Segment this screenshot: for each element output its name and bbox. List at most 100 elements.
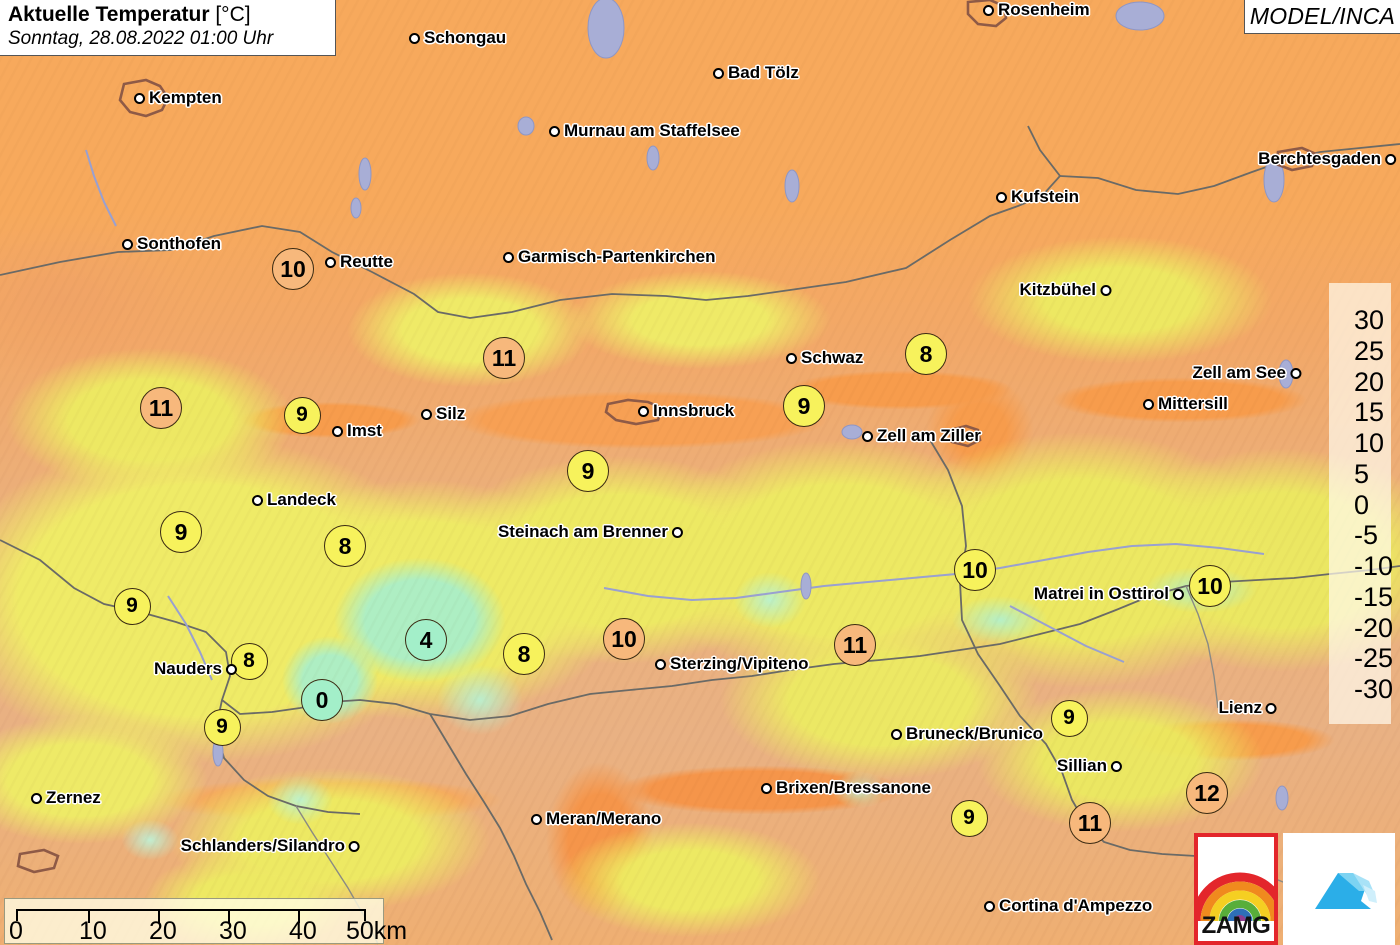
- city-marker[interactable]: Murnau am Staffelsee: [549, 121, 740, 141]
- city-point-icon: [672, 526, 683, 538]
- station-value-marker[interactable]: 10: [954, 549, 996, 591]
- city-marker[interactable]: Sillian: [1057, 756, 1122, 776]
- city-marker[interactable]: Landeck: [252, 490, 336, 510]
- city-point-icon: [252, 494, 263, 506]
- city-marker[interactable]: Meran/Merano: [531, 809, 661, 829]
- city-point-icon: [325, 256, 336, 268]
- legend-label-0: 0: [1354, 489, 1370, 520]
- station-value-marker[interactable]: 8: [503, 633, 545, 675]
- city-marker[interactable]: Kempten: [134, 88, 222, 108]
- legend-label--10: -10: [1354, 551, 1394, 582]
- station-value-marker[interactable]: 9: [203, 708, 241, 746]
- station-value-marker[interactable]: 10: [1189, 565, 1231, 607]
- national-borders: [0, 125, 1400, 941]
- city-name-label: Silz: [436, 404, 466, 423]
- scale-tick: [88, 911, 90, 923]
- city-point-icon: [1100, 284, 1111, 296]
- city-marker[interactable]: Brixen/Bressanone: [761, 778, 931, 798]
- city-point-icon: [761, 782, 772, 794]
- city-marker[interactable]: Schwaz: [786, 348, 863, 368]
- city-name-label: Sterzing/Vipiteno: [670, 654, 809, 673]
- city-name-label: Kitzbühel: [1019, 280, 1097, 299]
- legend-label-20: 20: [1354, 366, 1385, 397]
- city-marker[interactable]: Mittersill: [1143, 394, 1228, 414]
- station-value-marker[interactable]: 9: [113, 587, 151, 625]
- city-marker[interactable]: Schlanders/Silandro: [181, 836, 360, 856]
- city-name-label: Landeck: [267, 490, 336, 509]
- city-marker[interactable]: Lienz: [1219, 698, 1277, 718]
- city-marker[interactable]: Berchtesgaden: [1258, 149, 1396, 169]
- city-name-label: Berchtesgaden: [1258, 149, 1381, 168]
- city-marker[interactable]: Sonthofen: [122, 234, 221, 254]
- station-value-marker[interactable]: 10: [603, 618, 645, 660]
- city-point-icon: [996, 191, 1007, 203]
- station-value-marker[interactable]: 9: [950, 799, 988, 837]
- station-value-marker[interactable]: 10: [272, 248, 314, 290]
- scale-bar: 0 10 20 30 40 50km: [4, 898, 407, 944]
- station-value-marker[interactable]: 9: [160, 511, 202, 553]
- zamg-logo: ZAMG: [1194, 833, 1278, 945]
- city-marker[interactable]: Nauders: [154, 659, 237, 679]
- city-marker[interactable]: Kufstein: [996, 187, 1079, 207]
- city-point-icon: [983, 4, 994, 16]
- city-point-icon: [226, 663, 237, 675]
- station-value-marker[interactable]: 8: [230, 642, 268, 680]
- city-marker[interactable]: Kitzbühel: [1019, 280, 1111, 300]
- city-marker[interactable]: Steinach am Brenner: [498, 522, 683, 542]
- city-marker[interactable]: Zell am Ziller: [862, 426, 981, 446]
- station-value-marker[interactable]: 11: [483, 337, 525, 379]
- model-badge: MODEL/INCA: [1244, 0, 1400, 34]
- station-value-marker[interactable]: 4: [405, 619, 447, 661]
- station-value-marker[interactable]: 11: [140, 387, 182, 429]
- city-marker[interactable]: Zernez: [31, 788, 101, 808]
- station-value-marker[interactable]: 0: [301, 679, 343, 721]
- station-value-marker[interactable]: 8: [324, 525, 366, 567]
- legend-label--5: -5: [1354, 520, 1379, 551]
- city-marker[interactable]: Garmisch-Partenkirchen: [503, 247, 715, 267]
- city-name-label: Steinach am Brenner: [497, 522, 668, 541]
- station-value-marker[interactable]: 11: [834, 624, 876, 666]
- city-marker[interactable]: Silz: [421, 404, 465, 424]
- city-marker[interactable]: Cortina d'Ampezzo: [984, 896, 1152, 916]
- city-marker[interactable]: Reutte: [325, 252, 393, 272]
- city-point-icon: [332, 425, 343, 437]
- city-marker[interactable]: Rosenheim: [983, 0, 1090, 20]
- model-badge-label: MODEL/INCA: [1249, 3, 1396, 29]
- city-name-label: Reutte: [340, 252, 393, 271]
- city-point-icon: [1385, 153, 1396, 165]
- city-name-label: Rosenheim: [998, 0, 1090, 19]
- station-value-marker[interactable]: 9: [283, 396, 321, 434]
- city-point-icon: [1266, 702, 1277, 714]
- city-marker[interactable]: Matrei in Osttirol: [1034, 584, 1184, 604]
- title-timestamp: Sonntag, 28.08.2022 01:00 Uhr: [8, 28, 274, 49]
- city-name-label: Garmisch-Partenkirchen: [518, 247, 716, 266]
- title-unit-text: [°C]: [215, 3, 251, 26]
- city-name-label: Schwaz: [801, 348, 864, 367]
- city-name-label: Lienz: [1218, 698, 1262, 717]
- city-marker[interactable]: Bad Tölz: [713, 63, 799, 83]
- city-marker[interactable]: Innsbruck: [638, 401, 734, 421]
- scale-tick: [158, 911, 160, 923]
- city-marker[interactable]: Sterzing/Vipiteno: [655, 654, 809, 674]
- page-title: Aktuelle Temperatur [°C]: [8, 2, 329, 27]
- city-marker[interactable]: Zell am See: [1192, 363, 1301, 383]
- legend-label-25: 25: [1354, 335, 1385, 366]
- city-point-icon: [421, 408, 432, 420]
- station-value-marker[interactable]: 8: [905, 333, 947, 375]
- city-name-label: Bad Tölz: [728, 63, 799, 82]
- city-marker[interactable]: Schongau: [409, 28, 506, 48]
- station-value-marker[interactable]: 9: [1050, 699, 1088, 737]
- city-name-label: Matrei in Osttirol: [1033, 584, 1169, 603]
- city-name-label: Brixen/Bressanone: [776, 778, 931, 797]
- station-value-marker[interactable]: 12: [1186, 772, 1228, 814]
- station-value-marker[interactable]: 9: [567, 450, 609, 492]
- city-marker[interactable]: Bruneck/Brunico: [891, 724, 1043, 744]
- city-name-label: Kempten: [149, 88, 222, 107]
- station-value-marker[interactable]: 9: [783, 385, 825, 427]
- city-name-label: Bruneck/Brunico: [906, 724, 1043, 743]
- city-name-label: Zell am Ziller: [877, 426, 981, 445]
- station-value-marker[interactable]: 11: [1069, 802, 1111, 844]
- city-name-label: Murnau am Staffelsee: [564, 121, 740, 140]
- city-point-icon: [713, 67, 724, 79]
- city-marker[interactable]: Imst: [332, 421, 382, 441]
